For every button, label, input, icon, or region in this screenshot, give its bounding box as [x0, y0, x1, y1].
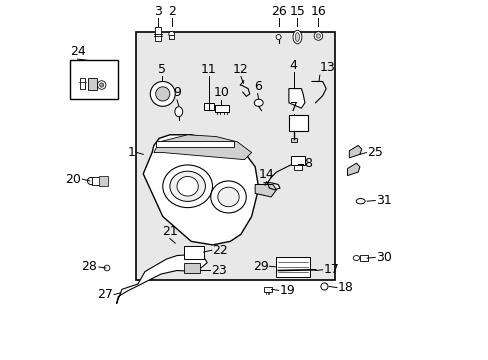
Bar	[155, 141, 233, 147]
Polygon shape	[116, 254, 207, 303]
Polygon shape	[154, 135, 251, 159]
Text: 23: 23	[210, 264, 226, 277]
Text: 26: 26	[270, 5, 286, 18]
Polygon shape	[347, 163, 359, 176]
Circle shape	[150, 81, 175, 106]
Circle shape	[87, 177, 94, 185]
Text: 12: 12	[233, 63, 248, 76]
Ellipse shape	[169, 171, 205, 201]
Ellipse shape	[295, 33, 299, 41]
Text: 4: 4	[289, 59, 297, 72]
Bar	[264, 287, 271, 292]
Ellipse shape	[163, 165, 212, 208]
Polygon shape	[143, 135, 258, 245]
Circle shape	[313, 32, 322, 40]
Circle shape	[155, 87, 169, 101]
Ellipse shape	[177, 176, 198, 196]
Text: 9: 9	[173, 86, 181, 99]
Bar	[136, 32, 334, 280]
Text: 28: 28	[81, 260, 97, 274]
Polygon shape	[255, 185, 276, 197]
Circle shape	[100, 83, 103, 87]
Bar	[80, 78, 84, 89]
Bar	[70, 60, 118, 99]
Bar	[288, 115, 308, 131]
Text: 5: 5	[158, 63, 166, 76]
Text: 17: 17	[323, 263, 339, 276]
Text: 10: 10	[213, 86, 229, 99]
Text: 15: 15	[289, 5, 305, 18]
Bar	[215, 105, 229, 112]
Bar	[169, 35, 174, 39]
Bar	[291, 138, 297, 142]
Text: 24: 24	[69, 45, 85, 58]
Text: 19: 19	[279, 284, 294, 297]
Bar	[155, 27, 161, 41]
Circle shape	[316, 34, 320, 38]
Text: 11: 11	[201, 63, 216, 76]
Bar	[92, 177, 102, 185]
Ellipse shape	[356, 199, 365, 204]
Text: 7: 7	[289, 101, 297, 114]
Text: 27: 27	[97, 288, 113, 301]
Polygon shape	[288, 89, 305, 108]
Ellipse shape	[352, 256, 359, 261]
Circle shape	[168, 31, 174, 37]
Bar	[183, 246, 203, 259]
Ellipse shape	[175, 107, 183, 117]
Bar	[290, 156, 305, 165]
Text: 20: 20	[65, 173, 81, 186]
Text: 18: 18	[337, 281, 353, 294]
Bar	[183, 264, 200, 273]
Text: 6: 6	[253, 80, 261, 93]
Ellipse shape	[292, 30, 301, 44]
Text: 1: 1	[127, 146, 135, 159]
Text: 25: 25	[366, 146, 382, 159]
Circle shape	[97, 81, 106, 89]
Text: 13: 13	[319, 61, 335, 75]
Ellipse shape	[254, 99, 263, 106]
Ellipse shape	[210, 181, 246, 213]
Bar	[294, 165, 302, 170]
Text: 31: 31	[375, 194, 391, 207]
Bar	[88, 78, 97, 90]
Text: 16: 16	[310, 5, 325, 18]
Polygon shape	[348, 145, 361, 158]
Text: 14: 14	[258, 168, 274, 181]
Bar	[203, 103, 213, 110]
Circle shape	[104, 265, 110, 271]
Text: 21: 21	[162, 225, 178, 238]
Bar	[359, 255, 367, 261]
Bar	[276, 257, 309, 277]
Circle shape	[320, 283, 327, 290]
Bar	[99, 176, 107, 186]
Text: 3: 3	[154, 5, 162, 18]
Ellipse shape	[218, 187, 239, 207]
Text: 30: 30	[375, 251, 391, 264]
Text: 29: 29	[252, 260, 268, 273]
Circle shape	[276, 35, 281, 40]
Text: 22: 22	[212, 244, 228, 257]
Text: 2: 2	[167, 5, 175, 18]
Text: 8: 8	[304, 157, 311, 170]
